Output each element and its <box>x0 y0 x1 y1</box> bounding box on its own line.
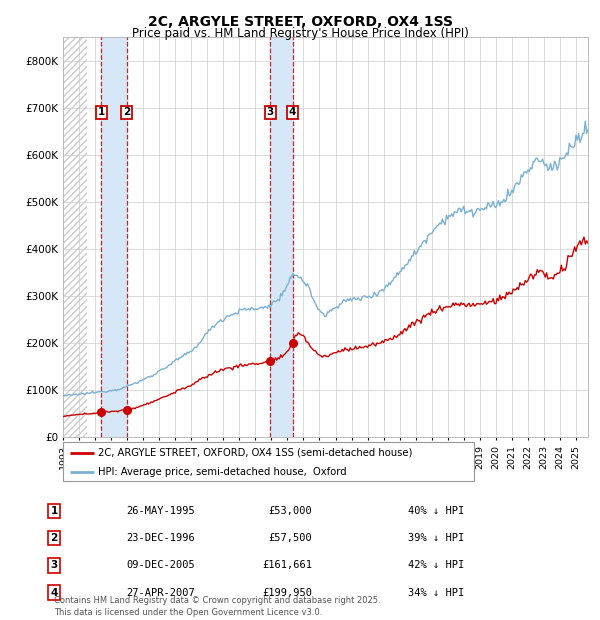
Text: £199,950: £199,950 <box>262 588 312 598</box>
Bar <box>63 37 87 437</box>
Text: HPI: Average price, semi-detached house,  Oxford: HPI: Average price, semi-detached house,… <box>98 467 347 477</box>
Text: 1: 1 <box>98 107 105 117</box>
Text: 09-DEC-2005: 09-DEC-2005 <box>126 560 195 570</box>
Text: 2C, ARGYLE STREET, OXFORD, OX4 1SS: 2C, ARGYLE STREET, OXFORD, OX4 1SS <box>148 16 452 30</box>
Text: £53,000: £53,000 <box>268 506 312 516</box>
Text: 23-DEC-1996: 23-DEC-1996 <box>126 533 195 543</box>
Bar <box>271 37 293 437</box>
Text: 4: 4 <box>50 588 58 598</box>
Text: 27-APR-2007: 27-APR-2007 <box>126 588 195 598</box>
Text: 39% ↓ HPI: 39% ↓ HPI <box>408 533 464 543</box>
Text: Price paid vs. HM Land Registry's House Price Index (HPI): Price paid vs. HM Land Registry's House … <box>131 27 469 40</box>
Text: £161,661: £161,661 <box>262 560 312 570</box>
Text: 40% ↓ HPI: 40% ↓ HPI <box>408 506 464 516</box>
Text: 3: 3 <box>267 107 274 117</box>
Text: 34% ↓ HPI: 34% ↓ HPI <box>408 588 464 598</box>
Text: 2C, ARGYLE STREET, OXFORD, OX4 1SS (semi-detached house): 2C, ARGYLE STREET, OXFORD, OX4 1SS (semi… <box>98 448 412 458</box>
Text: 26-MAY-1995: 26-MAY-1995 <box>126 506 195 516</box>
Text: 42% ↓ HPI: 42% ↓ HPI <box>408 560 464 570</box>
Text: 1: 1 <box>50 506 58 516</box>
Text: 2: 2 <box>123 107 130 117</box>
Text: 4: 4 <box>289 107 296 117</box>
Text: £57,500: £57,500 <box>268 533 312 543</box>
Text: 3: 3 <box>50 560 58 570</box>
Text: Contains HM Land Registry data © Crown copyright and database right 2025.
This d: Contains HM Land Registry data © Crown c… <box>54 596 380 617</box>
Bar <box>101 37 127 437</box>
Text: 2: 2 <box>50 533 58 543</box>
